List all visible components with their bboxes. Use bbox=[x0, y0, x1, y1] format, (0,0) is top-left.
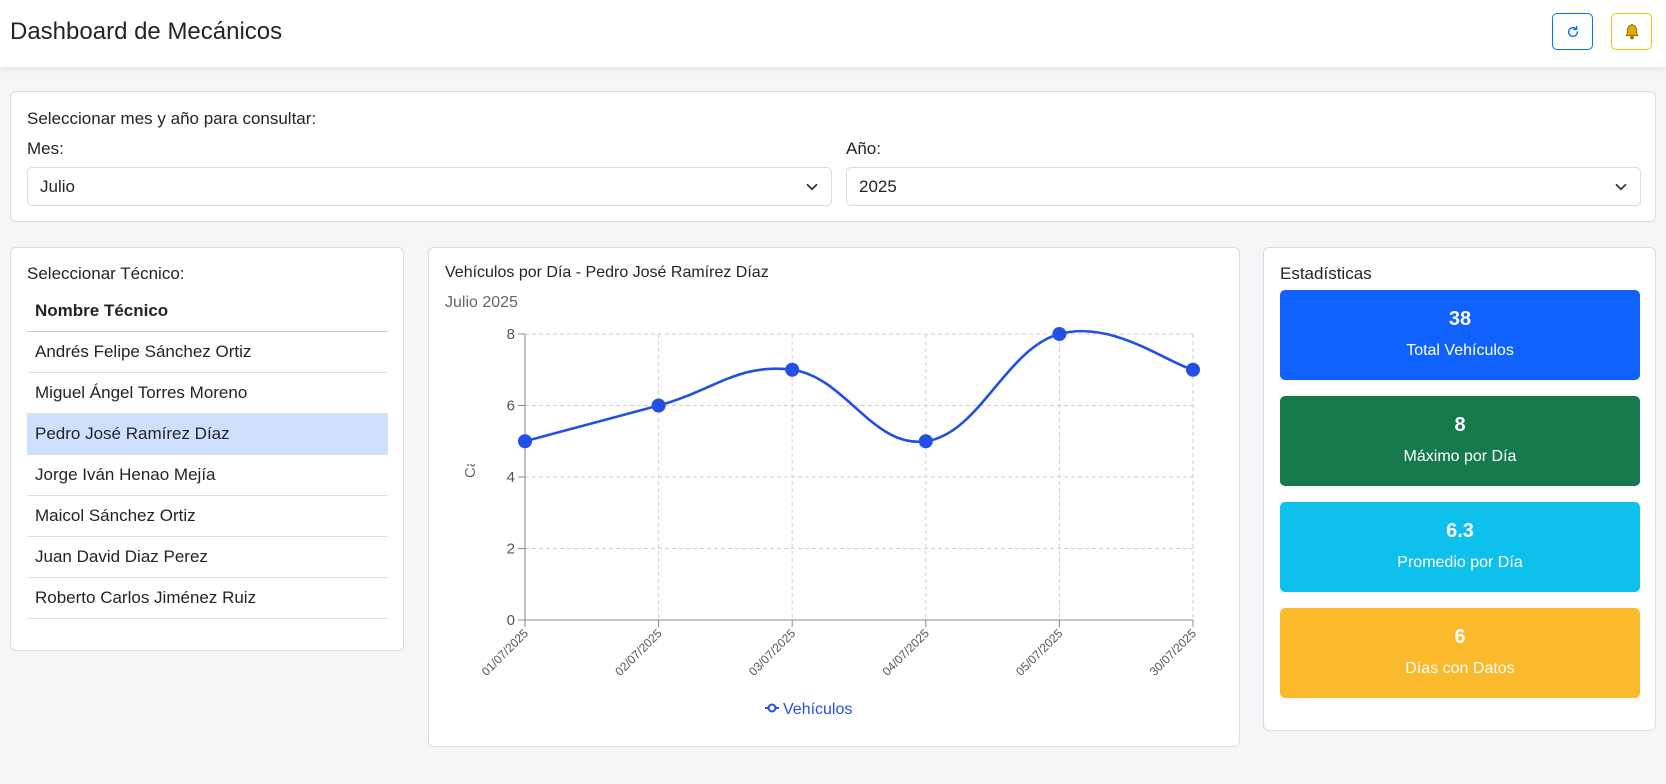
month-select[interactable]: Julio bbox=[27, 167, 832, 206]
stat-label: Promedio por Día bbox=[1397, 554, 1523, 571]
chevron-down-icon bbox=[806, 183, 818, 191]
chart-subtitle: Julio 2025 bbox=[445, 294, 518, 311]
x-tick-label: 30/07/2025 bbox=[1147, 626, 1200, 679]
technician-row[interactable]: Maicol Sánchez Ortiz bbox=[27, 495, 388, 537]
chevron-down-icon bbox=[1615, 183, 1627, 191]
x-tick-label: 02/07/2025 bbox=[612, 626, 665, 679]
chart-card: Vehículos por Día - Pedro José Ramírez D… bbox=[428, 247, 1240, 747]
technician-name[interactable]: Miguel Ángel Torres Moreno bbox=[27, 372, 388, 414]
technician-name[interactable]: Andrés Felipe Sánchez Ortiz bbox=[27, 331, 388, 373]
legend-label: Vehículos bbox=[783, 701, 852, 718]
technician-name[interactable]: Roberto Carlos Jiménez Ruiz bbox=[27, 577, 388, 619]
stat-days-with-data: 6 Días con Datos bbox=[1280, 608, 1640, 698]
technician-name[interactable]: Juan David Diaz Perez bbox=[27, 536, 388, 578]
series-line-vehiculos bbox=[524, 329, 1194, 443]
y-tick-label: 0 bbox=[507, 612, 515, 629]
technician-row[interactable]: Miguel Ángel Torres Moreno bbox=[27, 372, 388, 414]
page-title: Dashboard de Mecánicos bbox=[10, 18, 283, 45]
technician-name[interactable]: Maicol Sánchez Ortiz bbox=[27, 495, 388, 537]
stats-heading: Estadísticas bbox=[1280, 264, 1372, 283]
stat-max-per-day: 8 Máximo por Día bbox=[1280, 396, 1640, 486]
stat-value: 8 bbox=[1454, 414, 1466, 436]
month-select-value: Julio bbox=[40, 177, 75, 196]
data-point bbox=[518, 434, 532, 449]
stat-total-vehicles: 38 Total Vehículos bbox=[1280, 290, 1640, 380]
x-tick-label: 05/07/2025 bbox=[1013, 626, 1066, 679]
stat-label: Total Vehículos bbox=[1406, 342, 1514, 359]
line-chart: 0 2 4 6 8 01/07/2025 02/07/2025 03/07/2025 04/07… bbox=[462, 326, 1200, 718]
legend-point-marker bbox=[767, 703, 777, 713]
stat-value: 6 bbox=[1454, 626, 1466, 648]
year-label: Año: bbox=[846, 139, 881, 158]
y-tick-label: 8 bbox=[507, 326, 515, 343]
technician-row[interactable]: Roberto Carlos Jiménez Ruiz bbox=[27, 577, 388, 619]
y-tick-label: 6 bbox=[507, 398, 515, 415]
technician-row[interactable]: Andrés Felipe Sánchez Ortiz bbox=[27, 331, 388, 373]
x-tick-label: 03/07/2025 bbox=[746, 626, 799, 679]
technician-card: Seleccionar Técnico: Nombre Técnico Andr… bbox=[10, 247, 404, 651]
stats-card: Estadísticas 38 Total Vehículos 8 Máximo… bbox=[1263, 247, 1656, 731]
month-label: Mes: bbox=[27, 139, 64, 158]
technician-table: Nombre Técnico Andrés Felipe Sánchez Ort… bbox=[27, 292, 388, 619]
chart-title: Vehículos por Día - Pedro José Ramírez D… bbox=[445, 264, 769, 281]
technician-row[interactable]: Pedro José Ramírez Díaz bbox=[27, 413, 388, 455]
year-select[interactable]: 2025 bbox=[846, 167, 1641, 206]
y-axis-label: Cantidad de Vehículos bbox=[462, 328, 479, 478]
refresh-button[interactable] bbox=[1552, 13, 1593, 50]
x-tick-label: 04/07/2025 bbox=[880, 626, 933, 679]
stat-label: Máximo por Día bbox=[1403, 448, 1517, 465]
x-tick-label: 01/07/2025 bbox=[479, 626, 532, 679]
technician-row[interactable]: Jorge Iván Henao Mejía bbox=[27, 454, 388, 496]
stat-average-per-day: 6.3 Promedio por Día bbox=[1280, 502, 1640, 592]
data-point bbox=[1186, 362, 1200, 377]
bell-icon bbox=[1624, 23, 1639, 39]
data-point bbox=[918, 434, 933, 449]
notifications-button[interactable] bbox=[1611, 13, 1652, 50]
technician-name[interactable]: Jorge Iván Henao Mejía bbox=[27, 454, 388, 496]
year-select-value: 2025 bbox=[859, 177, 897, 196]
column-header-name: Nombre Técnico bbox=[27, 292, 388, 332]
data-point bbox=[651, 398, 666, 413]
top-navbar: Dashboard de Mecánicos bbox=[0, 0, 1666, 67]
y-tick-label: 2 bbox=[507, 541, 515, 558]
stat-value: 38 bbox=[1448, 308, 1472, 330]
technician-name[interactable]: Pedro José Ramírez Díaz bbox=[27, 413, 388, 455]
technician-row[interactable]: Juan David Diaz Perez bbox=[27, 536, 388, 578]
technician-heading: Seleccionar Técnico: bbox=[27, 264, 185, 283]
filter-heading: Seleccionar mes y año para consultar: bbox=[27, 109, 317, 128]
filter-card: Seleccionar mes y año para consultar: Me… bbox=[10, 91, 1656, 222]
stat-label: Días con Datos bbox=[1405, 660, 1515, 677]
data-point bbox=[785, 362, 800, 377]
refresh-icon bbox=[1567, 25, 1578, 37]
stat-value: 6.3 bbox=[1446, 520, 1474, 542]
y-tick-label: 4 bbox=[507, 469, 515, 486]
data-point bbox=[1052, 327, 1067, 341]
